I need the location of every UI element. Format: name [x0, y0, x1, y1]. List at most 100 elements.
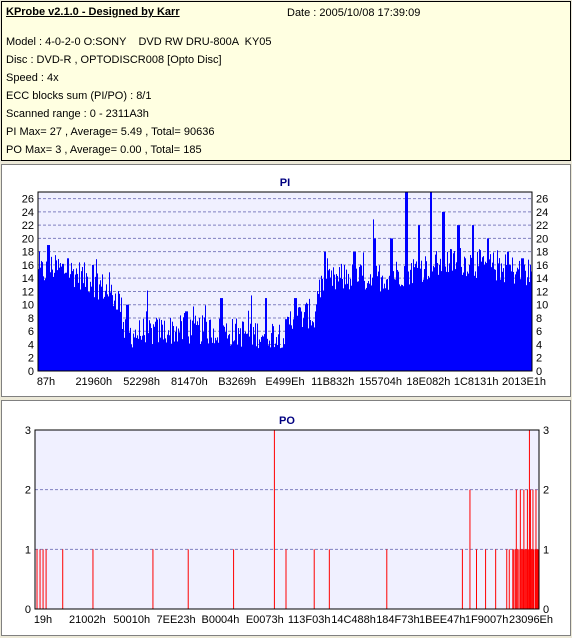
pi-bar — [335, 289, 336, 371]
pi-bar — [265, 298, 266, 371]
x-tick-label: 184F73h — [376, 614, 419, 626]
pi-bar — [332, 285, 333, 371]
pi-bar — [495, 269, 496, 371]
y-tick-label-right: 0 — [543, 604, 549, 616]
pi-bar — [285, 319, 286, 371]
pi-bar — [450, 248, 451, 371]
y-tick-label-right: 0 — [536, 366, 542, 378]
pi-bar — [366, 287, 367, 371]
pi-bar — [199, 317, 200, 371]
pi-bar — [130, 327, 131, 371]
pi-bar — [347, 283, 348, 371]
app-title: KProbe v2.1.0 - Designed by Karr — [6, 6, 180, 18]
pi-bar — [272, 323, 273, 371]
pi-bar — [46, 261, 47, 371]
y-tick-label-left: 26 — [22, 194, 34, 206]
pi-bar — [277, 345, 278, 371]
pi-bar — [331, 270, 332, 371]
pi-bar — [405, 192, 406, 371]
pi-bar — [525, 270, 526, 371]
pi-bar — [186, 311, 187, 371]
pi-bar — [321, 275, 322, 371]
x-tick-label: 21960h — [75, 376, 112, 388]
speed-line: Speed : 4x — [6, 72, 59, 84]
pi-bar — [380, 291, 381, 371]
pi-bar — [171, 343, 172, 371]
pi-bar — [233, 341, 234, 371]
pi-bar — [80, 289, 81, 371]
pi-bar — [210, 319, 211, 371]
pi-bar — [364, 280, 365, 371]
scan-date: Date : 2005/10/08 17:39:09 — [287, 7, 421, 19]
pi-bar — [494, 269, 495, 371]
plot-area — [35, 430, 539, 609]
pi-bar — [203, 331, 204, 371]
pi-bar — [91, 286, 92, 371]
pi-bar — [280, 348, 281, 371]
pi-bar — [89, 292, 90, 371]
pi-bar — [444, 211, 445, 371]
pi-bar — [185, 311, 186, 371]
pi-bar — [502, 271, 503, 371]
pi-bar — [291, 325, 292, 371]
pi-bar — [193, 306, 194, 371]
x-tick-label: 1BEE47h — [419, 614, 465, 626]
pi-bar — [346, 269, 347, 371]
pi-bar — [178, 328, 179, 371]
pi-bar — [100, 280, 101, 371]
pi-bar — [70, 274, 71, 371]
pi-bar — [404, 266, 405, 371]
pi-bar — [237, 344, 238, 371]
pi-bar — [520, 279, 521, 371]
pi-bar — [381, 277, 382, 371]
pi-bar — [498, 263, 499, 371]
pi-bar — [506, 264, 507, 371]
pi-bar — [192, 320, 193, 371]
pi-bar — [76, 268, 77, 371]
pi-bar — [372, 277, 373, 371]
pi-bar — [263, 336, 264, 371]
pi-bar — [232, 318, 233, 371]
pi-bar — [432, 271, 433, 371]
pi-bar — [230, 345, 231, 371]
pi-bar — [483, 256, 484, 371]
pi-bar — [365, 289, 366, 371]
pi-bar — [249, 336, 250, 371]
pi-bar — [353, 251, 354, 371]
x-tick-label: 50010h — [113, 614, 150, 626]
pi-bar — [157, 319, 158, 371]
pi-bar — [421, 260, 422, 371]
pi-bar — [94, 297, 95, 371]
pi-bar — [445, 266, 446, 371]
pi-bar — [275, 343, 276, 371]
pi-bar — [184, 312, 185, 371]
pi-summary-line: PI Max= 27 , Average= 5.49 , Total= 9063… — [6, 126, 215, 138]
pi-bar — [518, 269, 519, 371]
pi-bar — [93, 264, 94, 371]
pi-bar — [48, 245, 49, 371]
pi-bar — [317, 291, 318, 371]
pi-bar — [128, 304, 129, 371]
pi-bar — [482, 257, 483, 371]
pi-bar — [123, 321, 124, 371]
pi-bar — [416, 261, 417, 371]
pi-bar — [141, 339, 142, 371]
y-tick-label-left: 10 — [22, 300, 34, 312]
pi-bar — [307, 303, 308, 371]
y-tick-label-right: 1 — [543, 544, 549, 556]
pi-bar — [425, 256, 426, 371]
pi-bar — [320, 297, 321, 371]
pi-bar — [363, 252, 364, 371]
pi-bar — [59, 267, 60, 371]
pi-bar — [173, 325, 174, 371]
pi-bar — [422, 281, 423, 371]
pi-bar — [419, 225, 420, 371]
pi-bar — [266, 298, 267, 371]
pi-bar — [113, 306, 114, 371]
pi-bar — [442, 211, 443, 371]
pi-bar — [231, 344, 232, 371]
pi-bar — [490, 254, 491, 371]
pi-bar — [194, 323, 195, 371]
pi-bar — [197, 321, 198, 371]
pi-bar — [407, 192, 408, 371]
